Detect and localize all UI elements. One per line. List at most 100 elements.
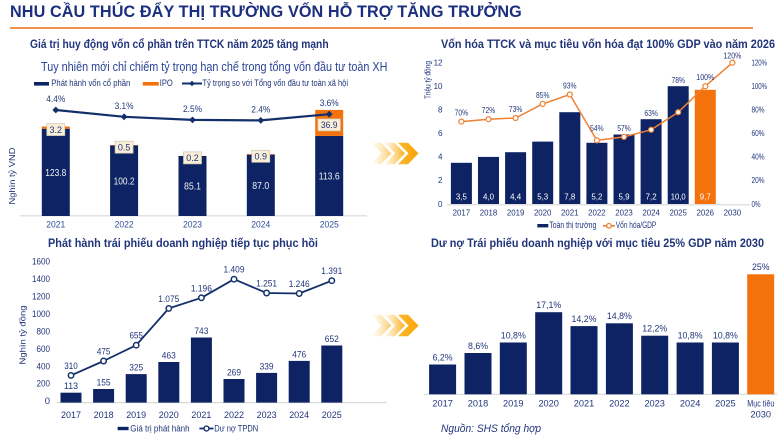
- svg-text:2024: 2024: [642, 208, 660, 218]
- svg-text:80%: 80%: [752, 106, 765, 115]
- svg-text:2021: 2021: [574, 398, 595, 408]
- svg-text:4,0: 4,0: [483, 192, 495, 201]
- svg-text:93%: 93%: [563, 81, 577, 91]
- svg-text:2022: 2022: [224, 410, 244, 420]
- svg-text:2022: 2022: [609, 398, 630, 408]
- svg-text:2019: 2019: [126, 410, 146, 420]
- svg-text:339: 339: [260, 361, 274, 371]
- svg-text:2017: 2017: [453, 208, 471, 218]
- svg-text:85.1: 85.1: [184, 182, 201, 193]
- svg-text:155: 155: [97, 378, 111, 388]
- svg-text:0: 0: [438, 200, 443, 209]
- svg-text:2023: 2023: [644, 398, 665, 408]
- svg-text:0%: 0%: [752, 200, 761, 209]
- svg-text:10,0: 10,0: [671, 192, 687, 201]
- svg-text:70%: 70%: [455, 108, 469, 118]
- svg-text:2021: 2021: [46, 219, 65, 230]
- svg-text:600: 600: [37, 344, 51, 355]
- svg-text:9,7: 9,7: [700, 192, 712, 201]
- svg-text:2025: 2025: [320, 219, 339, 230]
- svg-text:Toàn thị trường: Toàn thị trường: [549, 220, 596, 230]
- svg-text:310: 310: [64, 361, 78, 371]
- svg-text:2025: 2025: [322, 410, 342, 420]
- svg-text:2.5%: 2.5%: [183, 104, 202, 115]
- svg-text:87.0: 87.0: [252, 181, 269, 192]
- svg-text:800: 800: [37, 326, 51, 337]
- svg-text:12: 12: [434, 59, 443, 68]
- svg-text:1.075: 1.075: [158, 294, 179, 304]
- svg-text:743: 743: [194, 326, 208, 336]
- svg-text:475: 475: [97, 347, 111, 357]
- svg-text:85%: 85%: [536, 90, 550, 100]
- svg-text:100.2: 100.2: [114, 176, 135, 187]
- svg-text:72%: 72%: [482, 105, 496, 115]
- svg-text:100%: 100%: [752, 82, 768, 91]
- svg-text:2030: 2030: [724, 208, 742, 218]
- svg-text:25%: 25%: [752, 262, 770, 272]
- svg-text:10: 10: [434, 82, 443, 91]
- svg-text:Vốn hóa/GDP: Vốn hóa/GDP: [616, 220, 657, 230]
- svg-text:14,8%: 14,8%: [607, 311, 632, 321]
- svg-text:8: 8: [438, 106, 443, 115]
- svg-text:0.9: 0.9: [255, 152, 268, 162]
- svg-text:Phát hành vốn cổ phần: Phát hành vốn cổ phần: [51, 78, 130, 88]
- svg-text:10,8%: 10,8%: [501, 330, 526, 340]
- svg-text:2023: 2023: [257, 410, 277, 420]
- svg-text:3.1%: 3.1%: [115, 101, 134, 112]
- svg-text:1.246: 1.246: [289, 279, 310, 289]
- svg-text:400: 400: [37, 361, 51, 372]
- svg-text:Dư nợ TPDN: Dư nợ TPDN: [214, 424, 258, 434]
- svg-text:10,8%: 10,8%: [713, 330, 738, 340]
- svg-text:2023: 2023: [615, 208, 633, 218]
- svg-text:5,3: 5,3: [537, 192, 549, 201]
- svg-text:5,2: 5,2: [591, 192, 603, 201]
- svg-text:2020: 2020: [159, 410, 179, 420]
- svg-text:113: 113: [64, 381, 78, 391]
- svg-text:54%: 54%: [590, 123, 604, 133]
- svg-text:IPO: IPO: [160, 78, 173, 88]
- svg-text:Nghìn tỷ đồng: Nghìn tỷ đồng: [18, 305, 28, 364]
- svg-text:Triệu tỷ đồng: Triệu tỷ đồng: [423, 61, 432, 99]
- svg-text:463: 463: [162, 351, 176, 361]
- svg-text:123.8: 123.8: [45, 168, 66, 179]
- svg-text:Giá trị phát hành: Giá trị phát hành: [130, 424, 189, 434]
- svg-text:12,2%: 12,2%: [642, 324, 667, 334]
- svg-text:6,2%: 6,2%: [433, 352, 453, 362]
- svg-text:2025: 2025: [669, 208, 687, 218]
- svg-text:2018: 2018: [480, 208, 498, 218]
- svg-text:113.6: 113.6: [319, 172, 340, 183]
- svg-text:2021: 2021: [191, 410, 211, 420]
- svg-text:3.6%: 3.6%: [320, 98, 339, 109]
- svg-text:2021: 2021: [561, 208, 579, 218]
- svg-text:269: 269: [227, 368, 241, 378]
- svg-text:2024: 2024: [680, 398, 701, 408]
- svg-text:36.9: 36.9: [321, 120, 338, 130]
- svg-text:0.5: 0.5: [118, 142, 131, 152]
- svg-text:1.409: 1.409: [224, 265, 245, 275]
- svg-text:1.196: 1.196: [191, 283, 212, 293]
- svg-text:2019: 2019: [503, 398, 524, 408]
- svg-text:4: 4: [438, 153, 443, 162]
- svg-text:14,2%: 14,2%: [572, 314, 597, 324]
- svg-text:1600: 1600: [32, 257, 50, 268]
- svg-text:120%: 120%: [723, 51, 741, 61]
- svg-text:325: 325: [129, 363, 143, 373]
- svg-text:2024: 2024: [251, 219, 271, 230]
- svg-text:2023: 2023: [183, 219, 202, 230]
- svg-text:655: 655: [129, 331, 143, 341]
- svg-text:0: 0: [45, 396, 50, 407]
- svg-text:2: 2: [438, 176, 443, 185]
- svg-text:2024: 2024: [289, 410, 309, 420]
- svg-text:2018: 2018: [94, 410, 114, 420]
- svg-text:1000: 1000: [32, 309, 50, 320]
- svg-text:2025: 2025: [715, 398, 736, 408]
- svg-text:8,6%: 8,6%: [468, 341, 488, 351]
- svg-text:4,4: 4,4: [510, 192, 522, 201]
- svg-text:476: 476: [292, 349, 306, 359]
- svg-text:Tỷ trọng so với Tổng vốn đầu t: Tỷ trọng so với Tổng vốn đầu tư toàn xã …: [203, 78, 349, 88]
- svg-text:652: 652: [325, 334, 339, 344]
- svg-text:Nghìn tỷ VND: Nghìn tỷ VND: [7, 148, 17, 205]
- svg-text:2030: 2030: [751, 409, 772, 419]
- svg-text:60%: 60%: [752, 129, 765, 138]
- svg-text:1200: 1200: [32, 292, 50, 303]
